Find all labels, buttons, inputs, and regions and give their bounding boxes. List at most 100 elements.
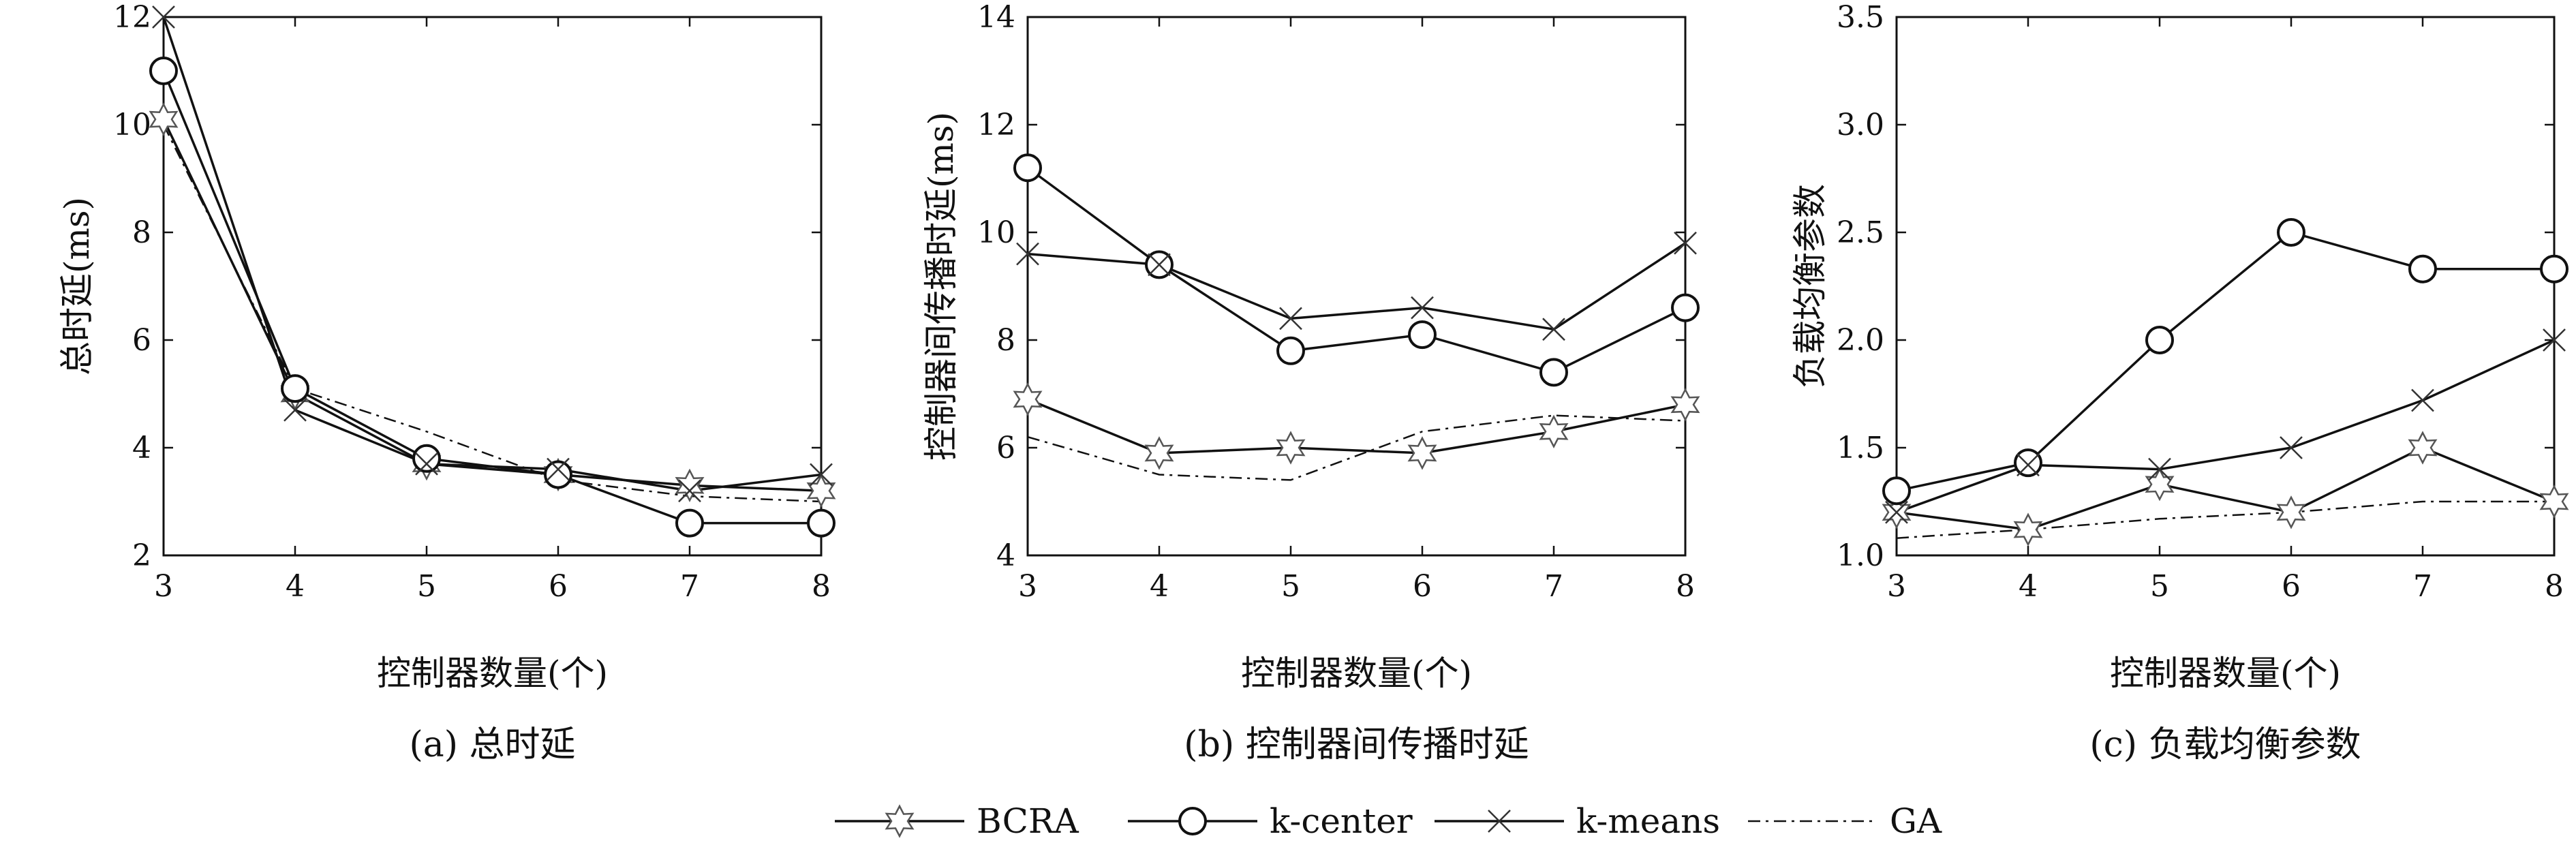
plot-frame bbox=[162, 16, 823, 557]
legend-label-k-means: k-means bbox=[1576, 801, 1720, 841]
y-tick-label: 10 bbox=[113, 108, 151, 142]
series-line-BCRA bbox=[1896, 446, 2555, 531]
panel-caption: (c) 负载均衡参数 bbox=[2089, 724, 2361, 765]
marker-k-means-cross bbox=[1488, 810, 1511, 833]
series-line-k-means bbox=[162, 16, 822, 492]
marker-BCRA-star bbox=[1013, 382, 1043, 416]
marker-k-center-circle bbox=[1276, 336, 1305, 365]
y-tick-label: 1.0 bbox=[1837, 538, 1884, 573]
y-tick-label: 3.0 bbox=[1837, 108, 1884, 142]
marker-BCRA-star bbox=[806, 474, 836, 508]
marker-k-means-cross bbox=[2411, 388, 2434, 412]
series-line-k-means bbox=[1027, 242, 1686, 331]
y-tick-label: 12 bbox=[113, 0, 151, 35]
marker-k-center-circle bbox=[1178, 807, 1207, 835]
x-tick-label: 4 bbox=[1150, 569, 1169, 604]
y-axis-label: 总时延(ms) bbox=[57, 197, 97, 375]
y-tick-label: 3.5 bbox=[1837, 0, 1884, 35]
marker-k-center-circle bbox=[2014, 448, 2042, 478]
chart-panel-1: 3 4 5 6 7 8 2 4 6 8 10 12 控制器数量(个) 总时延(ms) (a) 总时延 bbox=[57, 0, 836, 765]
marker-BCRA-star bbox=[2013, 512, 2043, 547]
marker-BCRA-star bbox=[1144, 436, 1174, 470]
y-axis-label: 控制器间传播时延(ms) bbox=[921, 112, 961, 461]
x-tick-label: 3 bbox=[1887, 569, 1906, 604]
x-tick-label: 3 bbox=[154, 569, 173, 604]
y-tick-label: 6 bbox=[996, 431, 1015, 465]
marker-BCRA-star bbox=[2539, 485, 2569, 519]
legend: BCRA k-center k-means GA bbox=[835, 801, 1942, 841]
x-tick-label: 7 bbox=[2413, 569, 2432, 604]
y-tick-label: 12 bbox=[977, 108, 1015, 142]
marker-k-means-cross bbox=[152, 5, 175, 29]
marker-BCRA-star bbox=[1276, 431, 1306, 465]
marker-k-means-cross bbox=[1542, 318, 1565, 341]
y-tick-label: 2.0 bbox=[1837, 323, 1884, 358]
x-tick-label: 8 bbox=[812, 569, 831, 604]
marker-BCRA-star bbox=[1407, 436, 1437, 470]
panel-caption: (a) 总时延 bbox=[409, 724, 575, 765]
marker-k-means-cross bbox=[2148, 457, 2171, 481]
x-tick-label: 5 bbox=[1281, 569, 1300, 604]
x-tick-label: 6 bbox=[2282, 569, 2301, 604]
x-tick-label: 8 bbox=[2545, 569, 2564, 604]
x-tick-label: 5 bbox=[417, 569, 436, 604]
marker-k-center-circle bbox=[2408, 254, 2437, 283]
marker-k-center-circle bbox=[1882, 476, 1911, 506]
marker-BCRA-star bbox=[1670, 388, 1700, 422]
x-tick-label: 6 bbox=[549, 569, 568, 604]
plot-frame bbox=[1895, 16, 2556, 557]
y-tick-label: 14 bbox=[977, 0, 1015, 35]
y-tick-label: 4 bbox=[132, 431, 151, 465]
series-line-GA bbox=[162, 124, 822, 503]
marker-k-means-cross bbox=[1674, 231, 1697, 255]
marker-k-means-cross bbox=[415, 452, 438, 476]
marker-k-means-cross bbox=[1016, 242, 1039, 266]
series-line-k-center bbox=[1896, 231, 2554, 492]
marker-k-center-circle bbox=[2540, 254, 2569, 283]
marker-k-means-cross bbox=[1885, 500, 1908, 524]
y-axis-label: 负载均衡参数 bbox=[1790, 184, 1830, 388]
legend-label-k-center: k-center bbox=[1270, 801, 1413, 841]
x-tick-label: 7 bbox=[1544, 569, 1563, 604]
marker-BCRA-star bbox=[1539, 414, 1569, 449]
marker-BCRA-star bbox=[2145, 467, 2175, 502]
x-axis-label: 控制器数量(个) bbox=[2110, 654, 2341, 693]
marker-k-means-cross bbox=[2017, 453, 2040, 477]
marker-k-center-circle bbox=[149, 57, 178, 85]
panel-caption: (b) 控制器间传播时延 bbox=[1184, 724, 1529, 765]
marker-k-means-cross bbox=[2543, 328, 2566, 352]
series-line-k-means bbox=[1896, 339, 2555, 514]
x-tick-label: 4 bbox=[286, 569, 305, 604]
marker-k-means-cross bbox=[810, 463, 833, 487]
marker-BCRA-star bbox=[675, 468, 705, 503]
series-line-GA bbox=[1896, 500, 2554, 539]
marker-k-center-circle bbox=[281, 374, 309, 403]
chart-panel-3: 3 4 5 6 7 8 1.0 1.5 2.0 2.5 3.0 3.5 控制器数量(个) 负载均衡参数 (c… bbox=[1790, 0, 2569, 765]
marker-k-means-cross bbox=[547, 457, 570, 481]
x-axis-label: 控制器数量(个) bbox=[377, 654, 608, 693]
marker-k-center-circle bbox=[2145, 326, 2174, 354]
marker-k-means-cross bbox=[1148, 253, 1171, 277]
x-tick-label: 5 bbox=[2150, 569, 2169, 604]
plot-frame bbox=[1026, 16, 1687, 557]
x-tick-label: 7 bbox=[680, 569, 699, 604]
x-tick-label: 8 bbox=[1676, 569, 1695, 604]
marker-k-center-circle bbox=[412, 444, 441, 473]
x-tick-label: 4 bbox=[2019, 569, 2038, 604]
x-axis-label: 控制器数量(个) bbox=[1241, 654, 1472, 693]
marker-k-center-circle bbox=[807, 508, 835, 538]
legend-label-BCRA: BCRA bbox=[977, 801, 1079, 841]
marker-k-center-circle bbox=[675, 508, 704, 538]
series-line-BCRA bbox=[162, 119, 822, 492]
x-tick-label: 3 bbox=[1018, 569, 1037, 604]
marker-k-means-cross bbox=[1411, 296, 1434, 320]
marker-k-center-circle bbox=[1671, 293, 1700, 322]
marker-k-means-cross bbox=[678, 479, 701, 503]
marker-BCRA-star bbox=[2408, 431, 2438, 465]
marker-k-center-circle bbox=[1408, 320, 1437, 350]
marker-BCRA-star bbox=[2276, 495, 2306, 529]
marker-BCRA-star bbox=[885, 804, 915, 838]
marker-k-center-circle bbox=[1539, 358, 1568, 387]
